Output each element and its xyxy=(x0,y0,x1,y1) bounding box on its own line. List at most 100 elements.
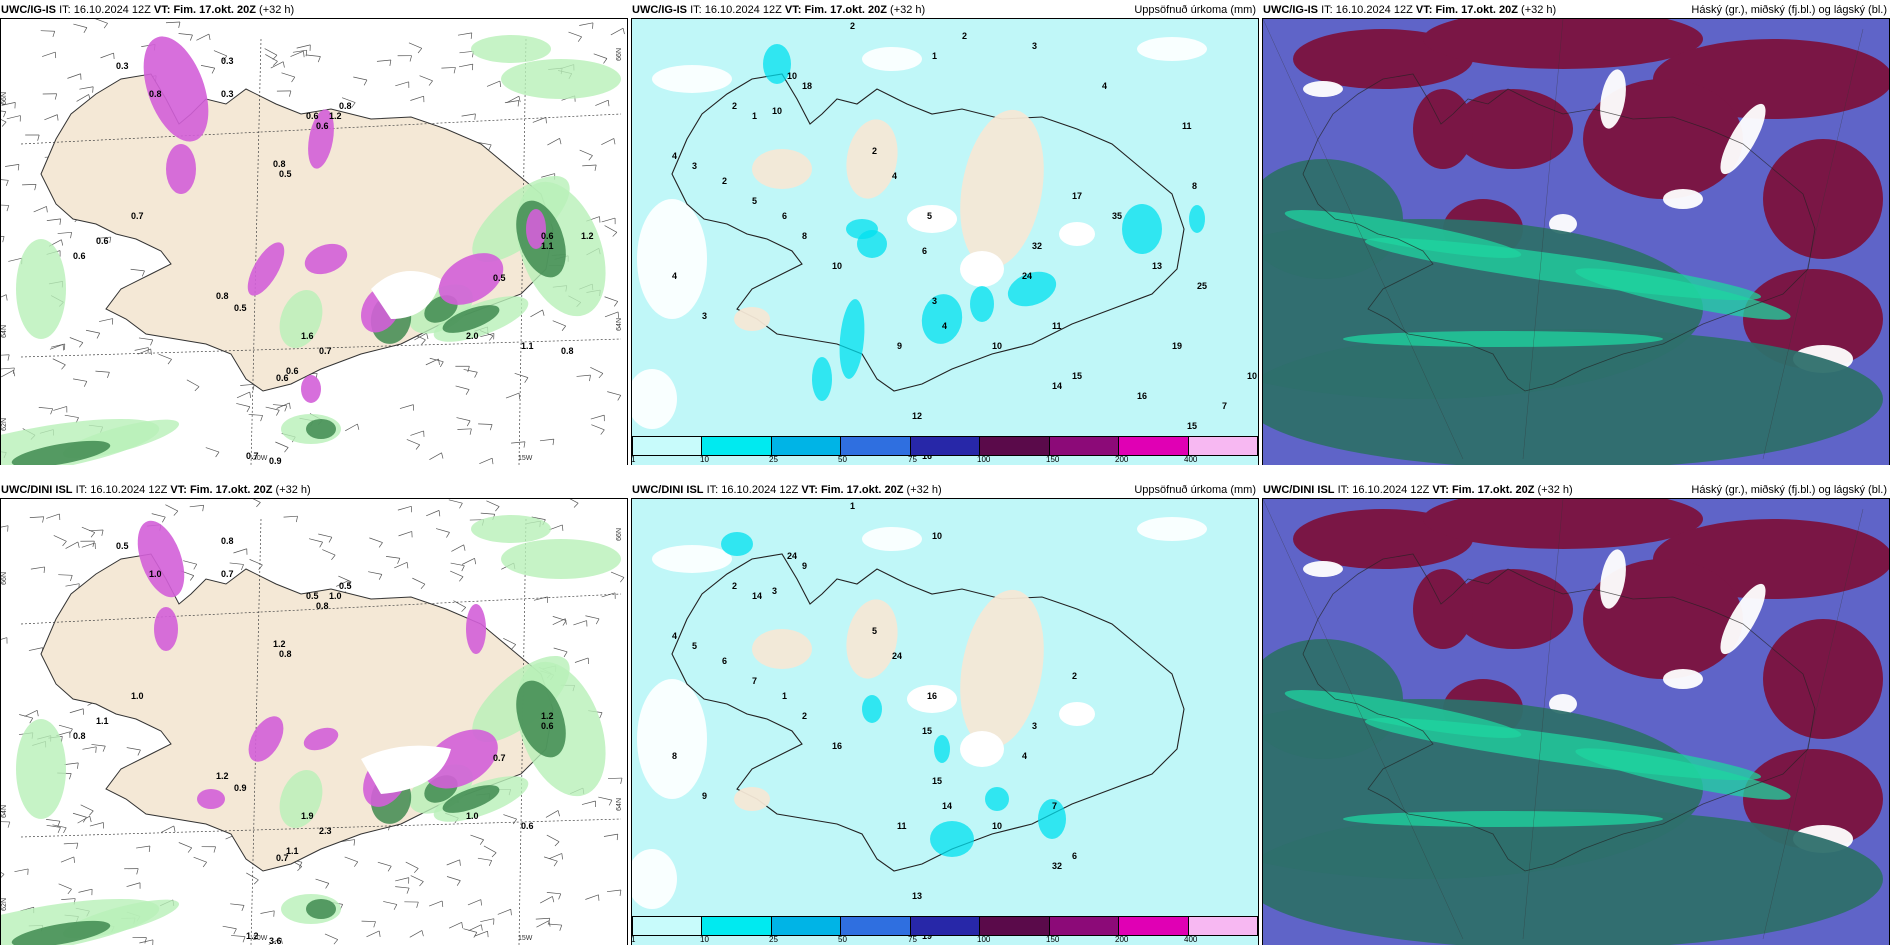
map-cloud-cover[interactable] xyxy=(1262,498,1890,945)
wind-barb xyxy=(318,533,332,538)
no-precip-area xyxy=(1137,517,1207,541)
clear-area xyxy=(1720,103,1766,175)
value-label: 0.6 xyxy=(521,821,534,831)
wind-barb-flag xyxy=(59,218,62,225)
map-panel-ig-clouds: UWC/IG-IS IT: 16.10.2024 12Z VT: Fim. 17… xyxy=(1262,0,1890,465)
value-label: 9 xyxy=(802,561,807,571)
value-label: 4 xyxy=(672,631,677,641)
wind-barb-flag xyxy=(54,93,58,100)
wind-barb xyxy=(353,76,368,81)
wind-barb-flag xyxy=(202,505,204,512)
wind-barb-flag xyxy=(194,386,200,392)
map-accumulated-precip[interactable]: 1 10 9 24 2 3 4 5 6 7 8 9 1 2 16 14 5 24 16 15 15 14 11 13 19 32 6… xyxy=(631,498,1259,945)
panel-title: UWC/IG-IS IT: 16.10.2024 12Z VT: Fim. 17… xyxy=(1,4,295,16)
colorbar-label: 75 xyxy=(908,455,917,464)
coastline xyxy=(671,553,1185,872)
wind-barb xyxy=(606,889,621,893)
wind-barb xyxy=(178,33,193,36)
high-cloud-area xyxy=(1763,619,1883,739)
lon-label: 15W xyxy=(518,455,533,462)
wind-barb-flag xyxy=(600,429,605,435)
wind-barb xyxy=(459,50,474,54)
wind-barb xyxy=(474,930,488,937)
wind-barb-flag xyxy=(325,883,330,889)
precip-area xyxy=(862,695,882,723)
wind-barb-flag xyxy=(253,879,259,885)
wind-barb-flag xyxy=(453,67,456,74)
wind-barb-flag xyxy=(612,232,618,237)
value-label: 1.0 xyxy=(329,591,342,601)
value-label: 0.8 xyxy=(73,731,86,741)
wind-barb xyxy=(130,268,145,272)
dry-land-area xyxy=(752,149,812,189)
light-rain-area xyxy=(279,289,323,349)
wind-barb-flag xyxy=(107,372,110,378)
value-label: 10 xyxy=(1247,371,1257,381)
wind-barb xyxy=(505,392,520,399)
wind-barb-flag xyxy=(252,384,255,391)
wind-barb xyxy=(67,73,81,79)
wind-barb xyxy=(545,810,559,818)
wind-barb xyxy=(467,899,481,906)
wind-barb xyxy=(138,337,153,341)
wind-barb xyxy=(64,762,79,765)
wind-barb xyxy=(196,33,210,41)
wind-barb xyxy=(1,525,9,528)
no-precip-area xyxy=(371,271,441,319)
wind-barb xyxy=(51,343,65,348)
wind-barb-flag xyxy=(577,36,582,42)
colorbar xyxy=(632,436,1258,456)
wind-barb-flag xyxy=(512,818,517,825)
value-label: 7 xyxy=(752,676,757,686)
wind-barb xyxy=(72,378,87,382)
wind-barb xyxy=(480,918,495,923)
wind-barb-flag xyxy=(542,309,545,316)
wind-barb xyxy=(477,142,492,146)
map-background xyxy=(632,499,1258,945)
wind-barb xyxy=(426,510,440,517)
wind-barb-flag xyxy=(594,164,597,171)
wind-barb-flag xyxy=(510,909,512,916)
map-precip-type[interactable]: 0.5 1.0 0.8 0.7 0.8 0.5 1.2 0.8 1.0 1.1 0.8 1.2 0.9 1… xyxy=(0,498,628,945)
wind-barb xyxy=(394,562,408,569)
colorbar-labels: 1 10 25 50 75 100 150 200 400 xyxy=(631,455,1256,465)
wind-barb xyxy=(1,110,6,112)
wind-barb-flag xyxy=(50,408,54,415)
map-cloud-cover[interactable] xyxy=(1262,18,1890,465)
high-cloud-area xyxy=(1743,749,1883,849)
wind-barb xyxy=(530,309,543,318)
wind-barb-flag xyxy=(563,651,568,658)
map-accumulated-precip[interactable]: 2 1 18 10 2 10 4 3 2 5 4 3 6 8 10 1 2 4 5 6 3 4 9 12 16 14 15 10 11 2… xyxy=(631,18,1259,465)
wind-barb xyxy=(81,526,95,533)
wind-barb-flag xyxy=(409,55,412,62)
wind-barb xyxy=(264,48,278,56)
wind-barb-flag xyxy=(193,564,198,570)
wind-barb xyxy=(541,173,555,178)
coastline xyxy=(671,73,1185,392)
map-precip-type[interactable]: 0.3 0.8 0.3 0.3 0.6 0.6 0.8 0.5 0.7 0.6 0.6 0.8 0.5 0… xyxy=(0,18,628,465)
colorbar-label: 150 xyxy=(1046,935,1060,944)
value-label: 1.1 xyxy=(96,716,109,726)
map-panel-ig-precip-type: UWC/IG-IS IT: 16.10.2024 12Z VT: Fim. 17… xyxy=(0,0,628,465)
value-label: 8 xyxy=(1192,181,1197,191)
wind-barb-flag xyxy=(545,117,547,124)
wind-barb-flag xyxy=(548,920,551,927)
wind-barb-flag xyxy=(272,54,278,60)
wind-barb xyxy=(222,925,237,930)
value-label: 3 xyxy=(1032,41,1037,51)
wind-barb-flag xyxy=(474,558,477,565)
wind-barb xyxy=(89,529,104,532)
wind-barb xyxy=(158,353,172,360)
wind-barb-flag xyxy=(289,402,291,409)
colorbar-label: 1 xyxy=(631,935,636,944)
wind-barb-flag xyxy=(13,370,16,377)
precip-bands xyxy=(763,44,1205,401)
wind-barb-flag xyxy=(573,502,579,508)
wind-barb-flag xyxy=(260,415,263,422)
wind-barb xyxy=(398,531,412,537)
wind-barb-flag xyxy=(459,859,461,866)
wind-barb-flag xyxy=(89,810,94,816)
wind-barb-flag xyxy=(76,842,79,849)
wind-barb-flag xyxy=(5,180,9,187)
wind-barb xyxy=(308,538,323,543)
